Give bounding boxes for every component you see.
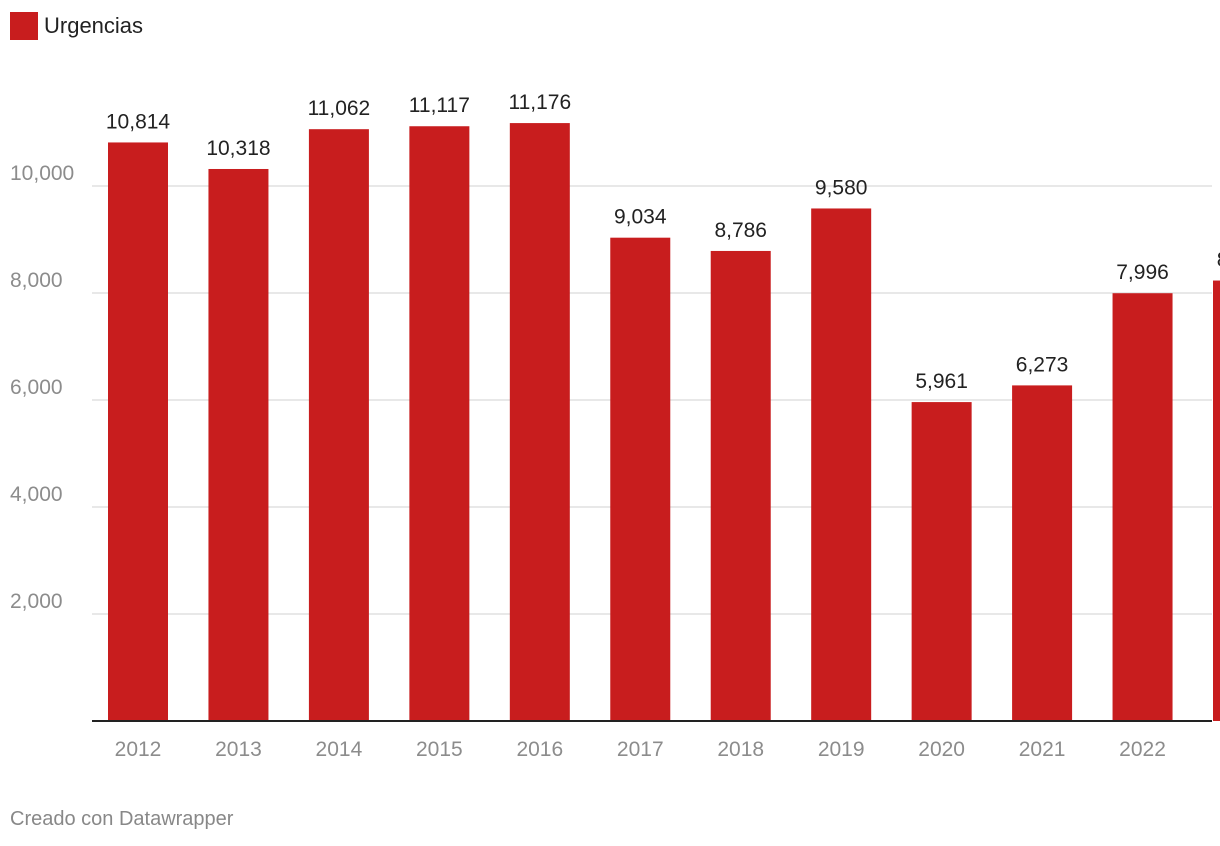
label-layer: 2,000 4,000 6,000 8,000 10,000 10,814 2012 10,3… (10, 91, 1220, 761)
x-tick-label: 2016 (516, 738, 563, 761)
legend-swatch (10, 12, 38, 40)
bar-2012 (108, 142, 168, 722)
value-label-2018: 8,786 (714, 219, 767, 242)
bar-2019 (811, 208, 872, 722)
credit-text: Creado con Datawrapper (10, 808, 234, 830)
bar-2013 (208, 168, 269, 721)
bar-2020 (911, 402, 972, 721)
x-tick-label: 2022 (1119, 738, 1166, 761)
value-label-2014: 11,062 (308, 97, 371, 120)
value-label-2019: 9,580 (815, 176, 868, 199)
value-label-2012: 10,814 (106, 110, 171, 133)
x-tick-label: 2017 (617, 738, 664, 761)
legend: Urgencias (10, 12, 143, 40)
x-tick-label: 2014 (316, 738, 363, 761)
y-tick-label: 10,000 (10, 162, 74, 185)
value-label-2021: 6,273 (1016, 353, 1069, 376)
value-label-2022: 7,996 (1116, 261, 1169, 284)
y-tick-label: 8,000 (10, 269, 63, 292)
bar-2014 (308, 129, 369, 722)
bar-2023 (1213, 280, 1220, 721)
y-tick-label: 6,000 (10, 376, 63, 399)
x-tick-label: 2019 (818, 738, 865, 761)
bar-2018 (710, 250, 771, 721)
value-label-2020: 5,961 (915, 370, 968, 393)
bar-2022 (1112, 293, 1173, 721)
value-label-2017: 9,034 (614, 206, 667, 229)
legend-label: Urgencias (44, 13, 144, 38)
x-tick-label: 2020 (918, 738, 965, 761)
x-tick-label: 2013 (215, 738, 262, 761)
x-tick-label: 2015 (416, 738, 463, 761)
bar-2016 (509, 123, 570, 722)
y-tick-label: 2,000 (10, 590, 63, 613)
value-label-2013: 10,318 (206, 137, 270, 160)
x-tick-label: 2012 (115, 738, 162, 761)
bar-2015 (409, 126, 470, 722)
x-tick-label: 2018 (717, 738, 764, 761)
value-label-2015: 11,117 (409, 94, 470, 117)
x-tick-label: 2021 (1019, 738, 1066, 761)
value-label-2023: 8,233 (1217, 249, 1220, 272)
bar-2021 (1012, 385, 1073, 721)
bar-layer (108, 123, 1220, 722)
value-label-2016: 11,176 (508, 91, 571, 114)
bar-2017 (610, 237, 671, 721)
y-tick-label: 4,000 (10, 483, 63, 506)
